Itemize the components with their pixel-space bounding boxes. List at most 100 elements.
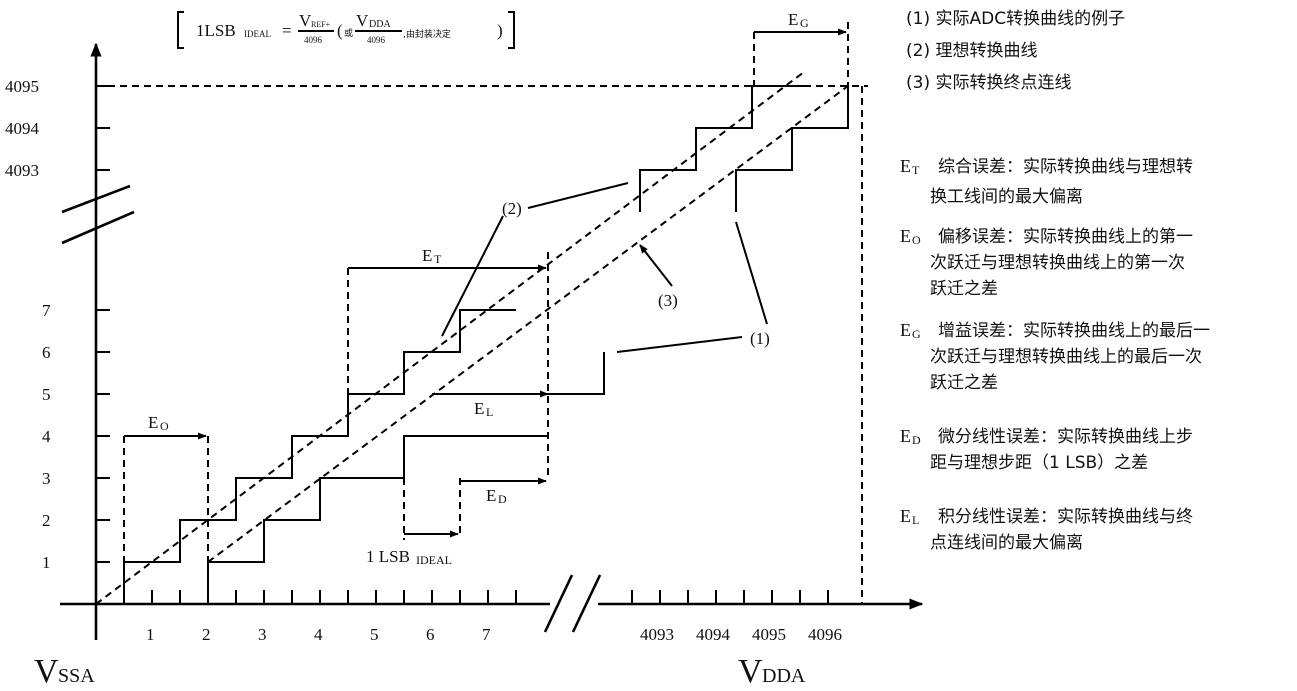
y-tick-label: 2 (42, 511, 51, 530)
eo-label: E (148, 413, 158, 432)
callout-1-label: (1) (750, 329, 770, 348)
def-symbol: E (900, 226, 911, 246)
y-tick-label: 4095 (5, 77, 39, 96)
ideal-line-2 (95, 71, 805, 605)
def-symbol: E (900, 426, 911, 446)
formula-lhs: 1LSB (196, 21, 236, 40)
y-axis-break-2 (61, 210, 135, 245)
def-line: 次跃迁与理想转换曲线上的最后一次 (930, 347, 1202, 367)
x-tick-label: 4 (314, 625, 323, 644)
y-tick-label: 5 (42, 385, 51, 404)
y-axis-break-1 (61, 184, 131, 214)
x-tick-labels: 1 2 3 4 5 6 7 4093 4094 4095 4096 (146, 625, 842, 644)
el-label: E (474, 399, 484, 418)
actual-staircase-mid (432, 352, 605, 395)
ed-label: E (486, 486, 496, 505)
formula-equals: = (282, 21, 292, 40)
definitions: E T 综合误差：实际转换曲线与理想转 换工线间的最大偏离 E O 偏移误差：实… (900, 156, 1210, 553)
lsb-label-sub: IDEAL (416, 553, 452, 567)
x-tick-label: 1 (146, 625, 155, 644)
def-line: 增益误差：实际转换曲线上的最后一 (938, 321, 1210, 341)
legend: (1) 实际ADC转换曲线的例子 (2) 理想转换曲线 (3) 实际转换终点连线 (906, 9, 1125, 93)
eo-label-sub: O (160, 419, 169, 433)
actual-staircase-top (735, 86, 849, 212)
def-symbol: E (900, 320, 911, 340)
x-tick-marks-right (631, 590, 829, 604)
el-label-sub: L (486, 405, 493, 419)
x-tick-label: 4095 (752, 625, 786, 644)
et-label-sub: T (434, 252, 442, 266)
formula-lhs-sub: IDEAL (244, 29, 271, 39)
y-tick-label: 6 (42, 343, 51, 362)
formula-paren-open: ( (337, 21, 343, 40)
definition-et: E T 综合误差：实际转换曲线与理想转 换工线间的最大偏离 (900, 156, 1193, 207)
def-line: 换工线间的最大偏离 (930, 187, 1083, 207)
def-symbol-sub: D (912, 433, 921, 447)
eg-label: E (788, 10, 798, 29)
def-symbol-sub: G (912, 327, 921, 341)
def-line: 微分线性误差：实际转换曲线上步 (938, 427, 1193, 447)
y-tick-label: 4 (42, 427, 51, 446)
lsb-label: 1 LSB (366, 547, 410, 566)
def-line: 跃迁之差 (930, 279, 998, 299)
vssa-v: V (34, 653, 59, 690)
lsb-formula: 1LSB IDEAL = V REF+ 4096 ( 或 V DDA 4096 … (177, 11, 515, 49)
x-end-label: V DDA (738, 653, 806, 690)
eg-marker: E G (753, 10, 849, 86)
def-line: 跃迁之差 (930, 373, 998, 393)
x-tick-label: 4096 (808, 625, 842, 644)
vdda-v: V (738, 653, 763, 690)
def-line: 偏移误差：实际转换曲线上的第一 (938, 227, 1193, 247)
eo-marker: E O (123, 413, 209, 604)
formula-bracket-left (177, 11, 184, 49)
callout-3-label: (3) (658, 291, 678, 310)
et-label: E (422, 246, 432, 265)
formula-bracket-right (508, 11, 515, 49)
definition-el: E L 积分线性误差：实际转换曲线与终 点连线间的最大偏离 (900, 506, 1193, 553)
y-tick-labels: 1 2 3 4 5 6 7 4093 4094 4095 (5, 77, 51, 572)
et-marker: E T (347, 246, 549, 480)
x-tick-label: 7 (482, 625, 491, 644)
y-tick-label: 4094 (5, 119, 40, 138)
legend-item: (2) 理想转换曲线 (906, 41, 1037, 61)
vssa-sub: SSA (58, 665, 95, 687)
x-tick-label: 2 (202, 625, 211, 644)
x-tick-label: 3 (258, 625, 267, 644)
axes (60, 42, 924, 640)
x-axis-break-2 (571, 574, 602, 633)
def-line: 次跃迁与理想转换曲线上的第一次 (930, 253, 1185, 273)
lsb-marker: 1 LSB IDEAL (366, 478, 459, 567)
callout-2-label: (2) (502, 199, 522, 218)
legend-item: (3) 实际转换终点连线 (906, 73, 1071, 93)
ed-marker: E D (459, 477, 547, 534)
def-symbol: E (900, 506, 911, 526)
callout-3: (3) (639, 244, 678, 310)
def-line: 综合误差：实际转换曲线与理想转 (938, 157, 1193, 177)
reference-lines (95, 71, 868, 605)
y-tick-label: 1 (42, 553, 51, 572)
def-line: 点连线间的最大偏离 (930, 533, 1083, 553)
y-tick-label: 3 (42, 469, 51, 488)
def-symbol: E (900, 156, 911, 176)
def-line: 积分线性误差：实际转换曲线与终 (938, 507, 1193, 527)
el-marker: E L (432, 390, 549, 419)
def-line: 距与理想步距（1 LSB）之差 (930, 453, 1148, 473)
formula-num1: V (299, 11, 312, 30)
formula-num2-sub: DDA (369, 19, 391, 30)
endpoint-line-3 (207, 85, 849, 563)
def-symbol-sub: L (912, 513, 919, 527)
vdda-sub: DDA (762, 665, 806, 687)
x-tick-marks-left (123, 590, 517, 604)
x-tick-label: 4094 (696, 625, 731, 644)
x-axis-break-1 (543, 574, 574, 633)
x-tick-label: 4093 (640, 625, 674, 644)
formula-den1: 4096 (304, 35, 323, 45)
actual-staircase (207, 435, 548, 604)
ideal-staircase-top (639, 85, 808, 212)
x-tick-label: 6 (426, 625, 435, 644)
definition-eo: E O 偏移误差：实际转换曲线上的第一 次跃迁与理想转换曲线上的第一次 跃迁之差 (900, 226, 1193, 299)
formula-or: 或 (344, 27, 353, 39)
formula-den2: 4096 (367, 35, 386, 45)
